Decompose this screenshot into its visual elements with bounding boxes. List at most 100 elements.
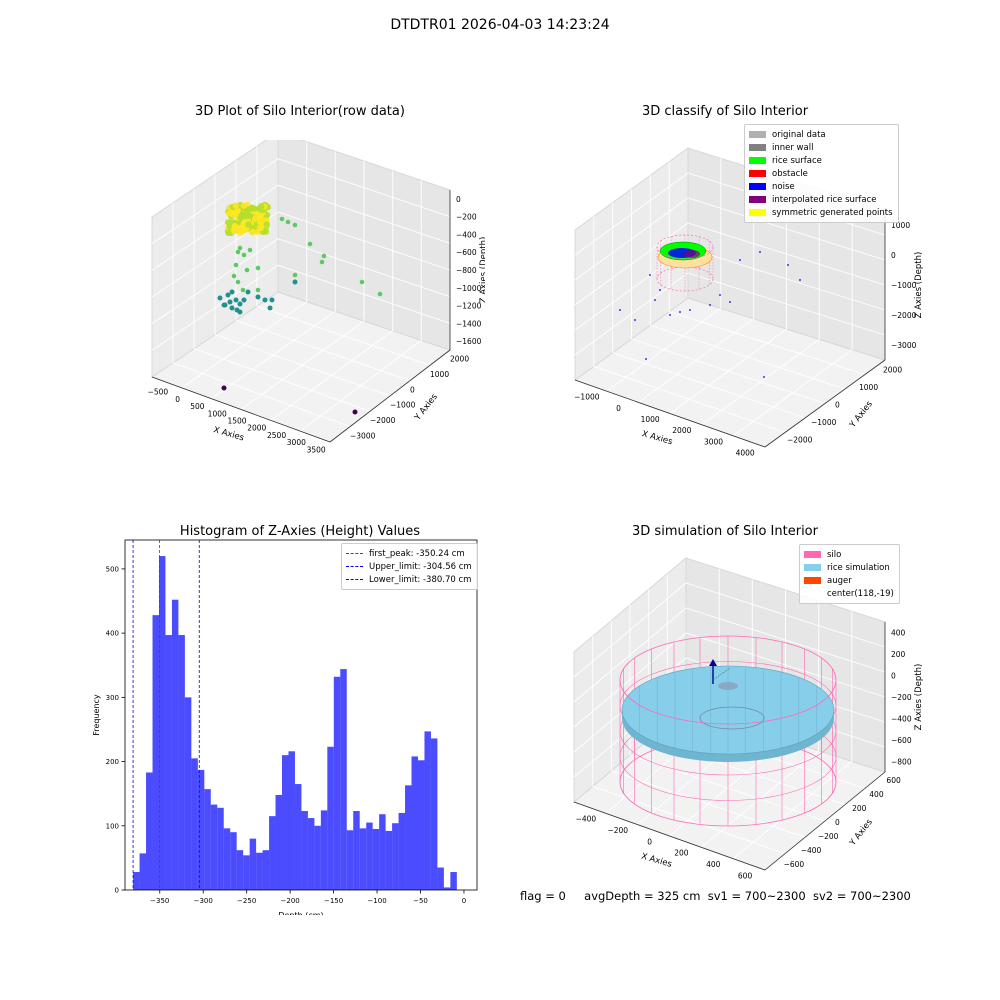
sim-y-tick-label: −200 xyxy=(818,832,839,841)
raw-z-tick-label: −200 xyxy=(456,213,477,222)
histogram-bar xyxy=(417,760,425,890)
raw-x-axis-line xyxy=(151,376,331,443)
raw-low-point xyxy=(237,301,243,307)
cls-noise-point xyxy=(645,358,647,360)
histogram-legend: first_peak: -350.24 cm Upper_limit: -304.… xyxy=(341,543,478,590)
histogram-bar xyxy=(392,823,399,890)
raw-low-point xyxy=(229,305,235,311)
raw-surface-point xyxy=(225,229,232,236)
raw-low-point xyxy=(292,279,298,285)
raw-surface-point xyxy=(258,203,265,210)
classify-legend-swatch xyxy=(749,131,766,138)
cls-x-tick-label: 2000 xyxy=(672,426,691,435)
raw-deep-point xyxy=(221,385,227,391)
histogram-bar xyxy=(411,756,418,890)
histogram-title: Histogram of Z-Axies (Height) Values xyxy=(179,524,421,539)
sim-grid-z xyxy=(573,582,886,678)
raw-mid-point xyxy=(247,247,253,253)
histogram-bar xyxy=(353,811,360,890)
raw-plot-title: 3D Plot of Silo Interior(row data) xyxy=(195,104,405,119)
cls-z-tick-label: 1000 xyxy=(891,221,910,230)
histogram-bar xyxy=(288,751,295,890)
cls-z-tick-label: −3000 xyxy=(891,341,917,350)
raw-surface-point xyxy=(245,221,252,228)
classify-legend-swatch xyxy=(749,170,766,177)
histogram-y-tick-label: 100 xyxy=(106,822,119,830)
raw-grid-y xyxy=(256,146,431,366)
sim-rice-hollow xyxy=(699,706,765,730)
classify-legend-entry: original data xyxy=(749,128,893,141)
cls-z-tick-label: −2000 xyxy=(891,311,917,320)
cls-x-axis-label: X Axies xyxy=(641,429,674,447)
sim-x-axis-line xyxy=(573,801,766,871)
raw-z-tick-label: −800 xyxy=(456,266,477,275)
raw-mid-point xyxy=(359,279,365,285)
raw-mid-point xyxy=(237,245,243,251)
histogram-bar xyxy=(262,850,270,890)
raw-y-tick-label: −2000 xyxy=(370,416,396,425)
raw-y-tick-label: 2000 xyxy=(450,355,469,364)
sim-y-tick-label: −600 xyxy=(784,860,805,869)
raw-grid-z xyxy=(151,158,451,245)
sim-z-tick-label: −200 xyxy=(891,693,912,702)
histogram-y-axis-label: Frequency xyxy=(92,694,101,736)
raw-surface-point xyxy=(257,224,264,231)
cls-z-tick-label: −1000 xyxy=(891,281,917,290)
raw-low-point xyxy=(267,305,273,311)
histogram-bar xyxy=(210,804,218,890)
sim-auger-marker xyxy=(718,682,738,690)
raw-x-tick-label: 1500 xyxy=(227,417,246,426)
sim-x-tick-label: 600 xyxy=(738,871,753,880)
histogram-bar xyxy=(372,828,380,890)
simulation-legend-label: center(118,-19) xyxy=(827,588,894,599)
raw-mid-point xyxy=(233,262,239,268)
sim-x-tick-label: 400 xyxy=(706,860,721,869)
raw-x-tick-label: 2000 xyxy=(247,424,266,433)
raw-z-tick-label: −1400 xyxy=(456,319,482,328)
cls-noise-point xyxy=(763,376,765,378)
raw-3d-plot: −500050010001500200025003000350020001000… xyxy=(148,140,485,454)
histogram-bar xyxy=(204,789,211,890)
raw-deep-point xyxy=(352,409,358,415)
histogram-legend-entry: Lower_limit: -380.70 cm xyxy=(346,573,472,586)
sim-center-ray xyxy=(712,667,731,681)
histogram-bar xyxy=(359,828,367,890)
histogram-frame xyxy=(124,539,478,891)
raw-surface-point xyxy=(231,225,238,232)
sim-grid-x xyxy=(732,611,853,860)
classify-legend-label: rice surface xyxy=(772,155,822,166)
histogram-bar xyxy=(133,872,140,890)
raw-z-tick-label: −400 xyxy=(456,230,477,239)
sim-x-axis-label: X Axies xyxy=(640,852,673,870)
histogram-bar xyxy=(236,850,244,890)
histogram-bar xyxy=(379,814,386,890)
classify-legend-swatch xyxy=(749,209,766,216)
histogram-bar xyxy=(333,676,341,890)
raw-low-point xyxy=(237,309,243,315)
classify-legend-label: noise xyxy=(772,181,795,192)
raw-surface-point xyxy=(250,205,257,212)
raw-mid-point xyxy=(235,249,241,255)
classify-legend-label: inner wall xyxy=(772,142,814,153)
raw-x-tick-label: 2500 xyxy=(267,431,286,440)
classify-legend-label: original data xyxy=(772,129,826,140)
cls-x-axis-line xyxy=(574,379,766,448)
flag-text: flag = 0 xyxy=(520,889,566,903)
histogram-bar xyxy=(320,810,328,890)
raw-x-tick-label: 0 xyxy=(175,395,180,404)
histogram-x-tick-label: −300 xyxy=(194,897,213,905)
simulation-legend-entry: rice simulation xyxy=(804,561,894,574)
histogram-x-tick-label: −350 xyxy=(150,897,169,905)
sim-y-axis-line xyxy=(764,771,886,871)
classify-legend-swatch xyxy=(749,196,766,203)
histogram-bar xyxy=(158,556,166,890)
cls-noise-point xyxy=(799,279,801,281)
sim-x-tick-label: 200 xyxy=(674,849,689,858)
histogram-legend-entry: first_peak: -350.24 cm xyxy=(346,547,472,560)
histogram-bar xyxy=(275,794,283,890)
classify-legend-entry: inner wall xyxy=(749,141,893,154)
cls-y-tick-label: −2000 xyxy=(787,435,813,444)
sim-x-tick-label: 0 xyxy=(647,837,652,846)
raw-y-tick-label: −3000 xyxy=(350,431,376,440)
cls-noise-point xyxy=(787,264,789,266)
